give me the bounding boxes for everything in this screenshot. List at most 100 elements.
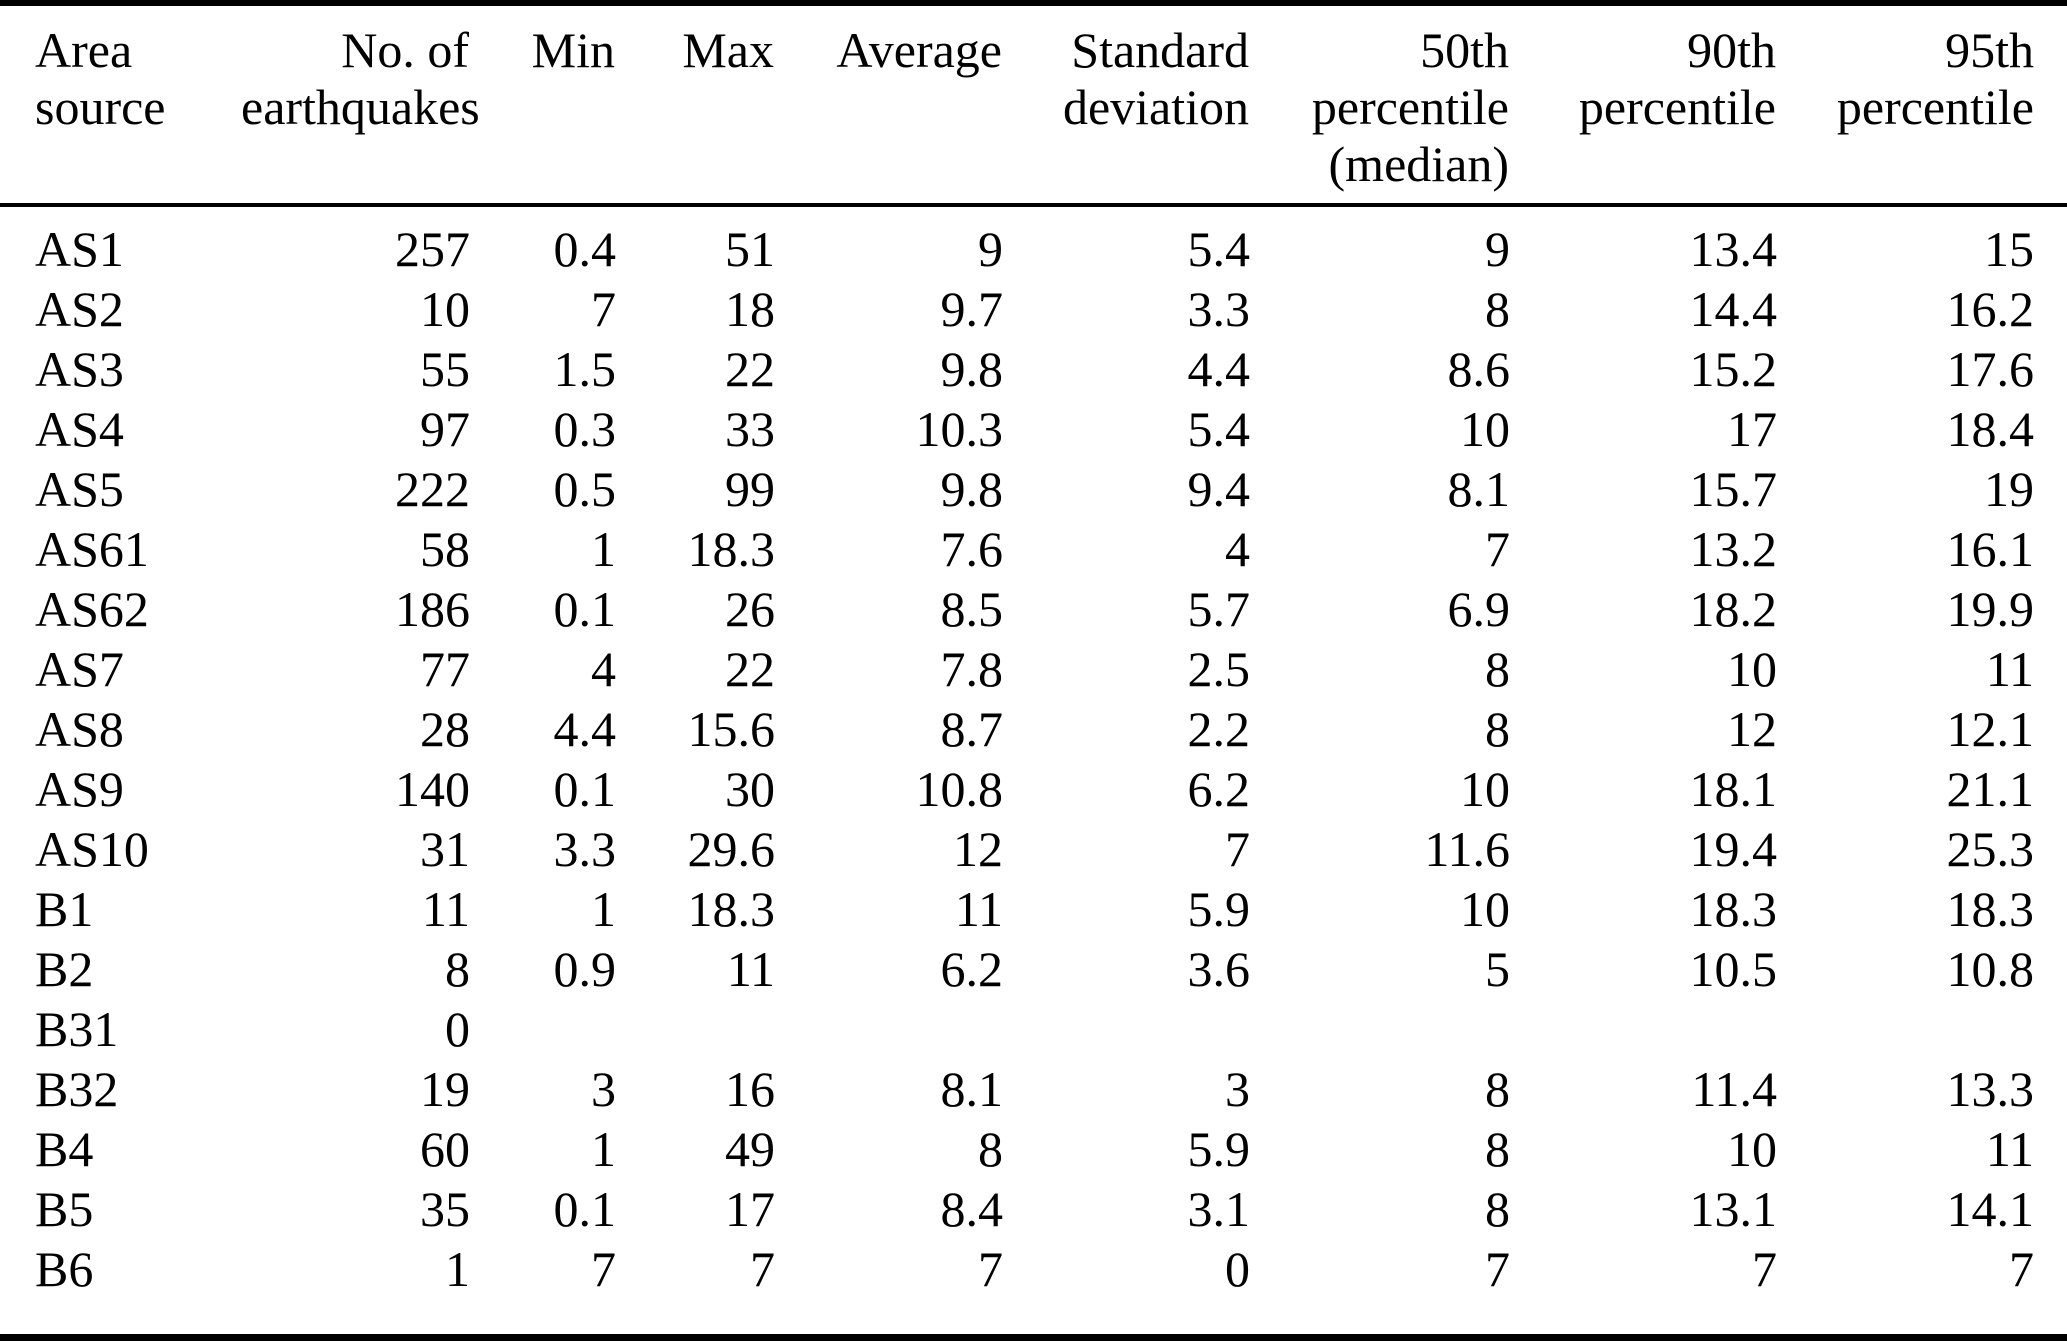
value-cell: 1	[591, 521, 616, 577]
value-cell	[1777, 999, 2067, 1059]
value-cell	[1003, 999, 1250, 1059]
value-cell: 21.1	[1946, 761, 2035, 817]
value-cell: 15.6	[687, 701, 776, 757]
col-header-max: Max	[616, 6, 775, 207]
value-cell: 11.4	[1691, 1061, 1777, 1117]
value-cell: 51	[725, 221, 775, 277]
table-row: AS8 28 4.4 15.6 8.7 2.2 8 12 12.1	[0, 699, 2067, 759]
value-cell: 7	[1225, 821, 1250, 877]
value-cell: 60	[420, 1121, 470, 1177]
table-row: AS62 186 0.1 26 8.5 5.7 6.9 18.2 19.9	[0, 579, 2067, 639]
table-row: AS4 97 0.3 33 10.3 5.4 10 17 18.4	[0, 399, 2067, 459]
table-body: AS1 257 0.4 51 9 5.4 9 13.4 15 AS2 10 7 18 9.7 3.3 8 14.…	[0, 205, 2067, 1299]
value-cell: 25.3	[1946, 821, 2035, 877]
col-header-50th-percentile: 50th percentile (median)	[1250, 6, 1510, 207]
col-header-min: Min	[470, 6, 616, 207]
value-cell: 11	[421, 881, 470, 937]
table-row: AS3 55 1.5 22 9.8 4.4 8.6 15.2 17.6	[0, 339, 2067, 399]
value-cell: 0.1	[553, 1181, 617, 1237]
table-row: AS2 10 7 18 9.7 3.3 8 14.4 16.2	[0, 279, 2067, 339]
value-cell: 186	[395, 581, 470, 637]
value-cell: 77	[420, 641, 470, 697]
col-header-area-source: Area source	[0, 6, 240, 207]
area-source-cell: AS61	[35, 521, 149, 577]
table-row: B31 0	[0, 999, 2067, 1059]
value-cell: 97	[420, 401, 470, 457]
value-cell: 10.8	[915, 761, 1004, 817]
value-cell: 1	[591, 881, 616, 937]
table-row: AS1 257 0.4 51 9 5.4 9 13.4 15	[0, 219, 2067, 279]
col-header-95th-percentile: 95th percentile	[1777, 6, 2067, 207]
table-row: AS10 31 3.3 29.6 12 7 11.6 19.4 25.3	[0, 819, 2067, 879]
value-cell: 8	[1485, 641, 1510, 697]
area-source-cell: AS1	[35, 221, 124, 277]
value-cell: 8	[1485, 1181, 1510, 1237]
value-cell: 49	[725, 1121, 775, 1177]
value-cell: 10.3	[915, 401, 1004, 457]
table-row: B2 8 0.9 11 6.2 3.6 5 10.5 10.8	[0, 939, 2067, 999]
area-source-cell: B31	[35, 1001, 119, 1057]
value-cell: 8	[1485, 701, 1510, 757]
value-cell: 1.5	[553, 341, 617, 397]
col-header-standard-deviation: Standard deviation	[1003, 6, 1250, 207]
area-source-cell: B5	[35, 1181, 94, 1237]
col-header-no-of-earthquakes: No. of earthquakes	[240, 6, 480, 207]
value-cell: 8.1	[1447, 461, 1511, 517]
table-row: AS7 77 4 22 7.8 2.5 8 10 11	[0, 639, 2067, 699]
value-cell: 8	[1485, 1121, 1510, 1177]
value-cell: 0.3	[553, 401, 617, 457]
table-row: AS9 140 0.1 30 10.8 6.2 10 18.1 21.1	[0, 759, 2067, 819]
area-source-cell: B32	[35, 1061, 119, 1117]
value-cell	[1510, 999, 1777, 1059]
value-cell: 10.8	[1946, 941, 2035, 997]
value-cell: 10	[420, 281, 470, 337]
value-cell: 8.5	[940, 581, 1004, 637]
value-cell: 7	[591, 1241, 616, 1297]
value-cell: 31	[420, 821, 470, 877]
value-cell: 9.7	[940, 281, 1004, 337]
value-cell: 16	[725, 1061, 775, 1117]
value-cell: 0	[1225, 1241, 1250, 1297]
value-cell: 8	[1485, 281, 1510, 337]
value-cell: 0.5	[553, 461, 617, 517]
value-cell: 11.6	[1424, 821, 1510, 877]
area-source-cell: B4	[35, 1121, 94, 1177]
area-source-cell: AS2	[35, 281, 124, 337]
value-cell: 222	[395, 461, 470, 517]
area-source-cell: AS5	[35, 461, 124, 517]
value-cell: 19	[1984, 461, 2034, 517]
value-cell: 13.3	[1946, 1061, 2035, 1117]
table-row: B6 1 7 7 7 0 7 7 7	[0, 1239, 2067, 1299]
value-cell: 0.1	[553, 581, 617, 637]
value-cell: 9	[978, 221, 1003, 277]
table-row: AS5 222 0.5 99 9.8 9.4 8.1 15.7 19	[0, 459, 2067, 519]
value-cell: 4.4	[1187, 341, 1251, 397]
value-cell: 33	[725, 401, 775, 457]
value-cell: 13.2	[1689, 521, 1778, 577]
value-cell: 30	[725, 761, 775, 817]
value-cell: 11	[726, 941, 775, 997]
value-cell: 0.9	[553, 941, 617, 997]
value-cell: 18.3	[1689, 881, 1778, 937]
value-cell: 18	[725, 281, 775, 337]
value-cell: 19	[420, 1061, 470, 1117]
value-cell: 7	[591, 281, 616, 337]
value-cell: 26	[725, 581, 775, 637]
value-cell: 35	[420, 1181, 470, 1237]
value-cell: 8.6	[1447, 341, 1511, 397]
table-row: B4 60 1 49 8 5.9 8 10 11	[0, 1119, 2067, 1179]
area-source-cell: AS8	[35, 701, 124, 757]
value-cell: 7	[1485, 521, 1510, 577]
value-cell: 22	[725, 641, 775, 697]
col-header-average: Average	[775, 6, 1003, 207]
value-cell: 12.1	[1946, 701, 2035, 757]
value-cell: 8	[978, 1121, 1003, 1177]
value-cell: 58	[420, 521, 470, 577]
value-cell: 18.3	[687, 521, 776, 577]
value-cell: 5.9	[1187, 1121, 1251, 1177]
value-cell: 5.9	[1187, 881, 1251, 937]
value-cell: 5.4	[1187, 401, 1251, 457]
value-cell: 6.2	[940, 941, 1004, 997]
value-cell: 0.4	[553, 221, 617, 277]
